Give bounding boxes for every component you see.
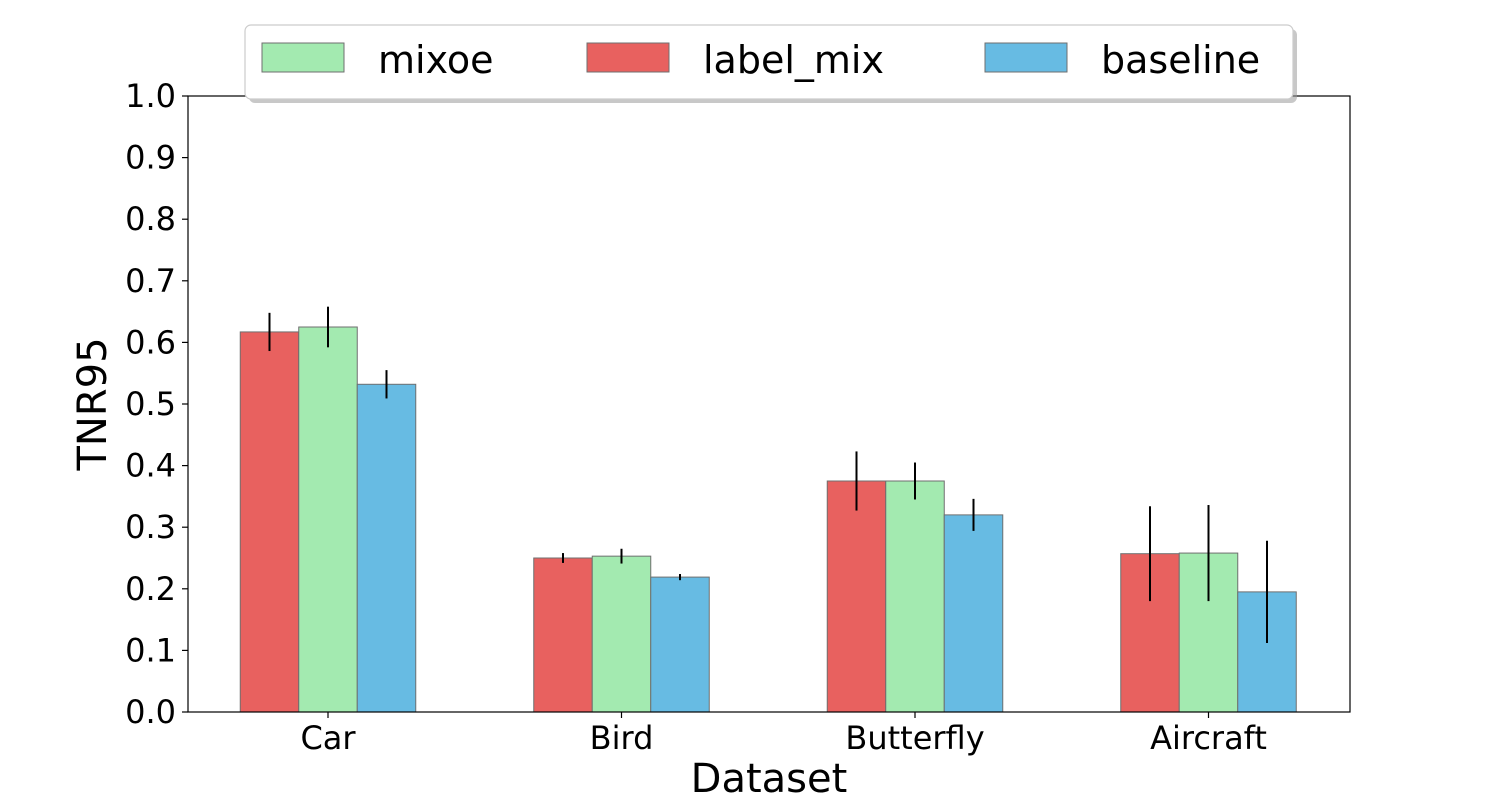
legend-swatch-baseline <box>984 42 1068 73</box>
legend-items: mixoe label_mix baseline <box>261 38 1260 82</box>
error-bars-layer <box>268 306 1268 644</box>
bar-baseline-car <box>356 383 417 713</box>
legend-label-baseline: baseline <box>1101 38 1260 82</box>
y-axis-title: TNR95 <box>70 337 116 471</box>
bar-mixoe-car <box>298 326 358 713</box>
bars-layer <box>239 326 1297 713</box>
bar-mixoe-bird <box>591 555 652 713</box>
x-tick-label-butterfly: Butterfly <box>845 719 984 757</box>
legend: mixoe label_mix baseline <box>244 24 1297 103</box>
bar-label_mix-bird <box>533 557 593 713</box>
legend-label-label_mix: label_mix <box>703 38 884 82</box>
bar-baseline-butterfly <box>943 514 1004 713</box>
y-tick-label: 0.1 <box>125 631 176 669</box>
y-tick-label: 0.5 <box>125 385 176 423</box>
x-tick-label-car: Car <box>300 719 356 757</box>
y-tick-label: 0.2 <box>125 570 176 608</box>
x-tick-label-bird: Bird <box>590 719 654 757</box>
y-tick-label: 1.0 <box>125 77 176 115</box>
y-tick-label: 0.3 <box>125 508 176 546</box>
bar-label_mix-car <box>239 331 300 713</box>
bar-mixoe-butterfly <box>885 480 945 713</box>
x-axis-title: Dataset <box>691 756 848 800</box>
y-tick-label: 0.4 <box>125 447 176 485</box>
y-tick-label: 0.8 <box>125 200 176 238</box>
legend-swatch-label_mix <box>586 42 670 73</box>
x-tick-label-aircraft: Aircraft <box>1150 719 1267 757</box>
legend-label-mixoe: mixoe <box>378 38 494 82</box>
y-tick-label: 0.9 <box>125 139 176 177</box>
y-axis: 0.0 0.1 0.2 0.3 0.4 0.5 0.6 0.7 0.8 0.9 1.0 <box>125 77 188 731</box>
bar-baseline-bird <box>650 576 710 713</box>
y-tick-label: 0.0 <box>125 693 176 731</box>
y-tick-label: 0.6 <box>125 323 176 361</box>
y-tick-label: 0.7 <box>125 262 176 300</box>
bar-label_mix-butterfly <box>826 480 887 713</box>
legend-swatch-mixoe <box>261 42 345 73</box>
x-axis: Car Bird Butterfly Aircraft <box>300 712 1267 757</box>
